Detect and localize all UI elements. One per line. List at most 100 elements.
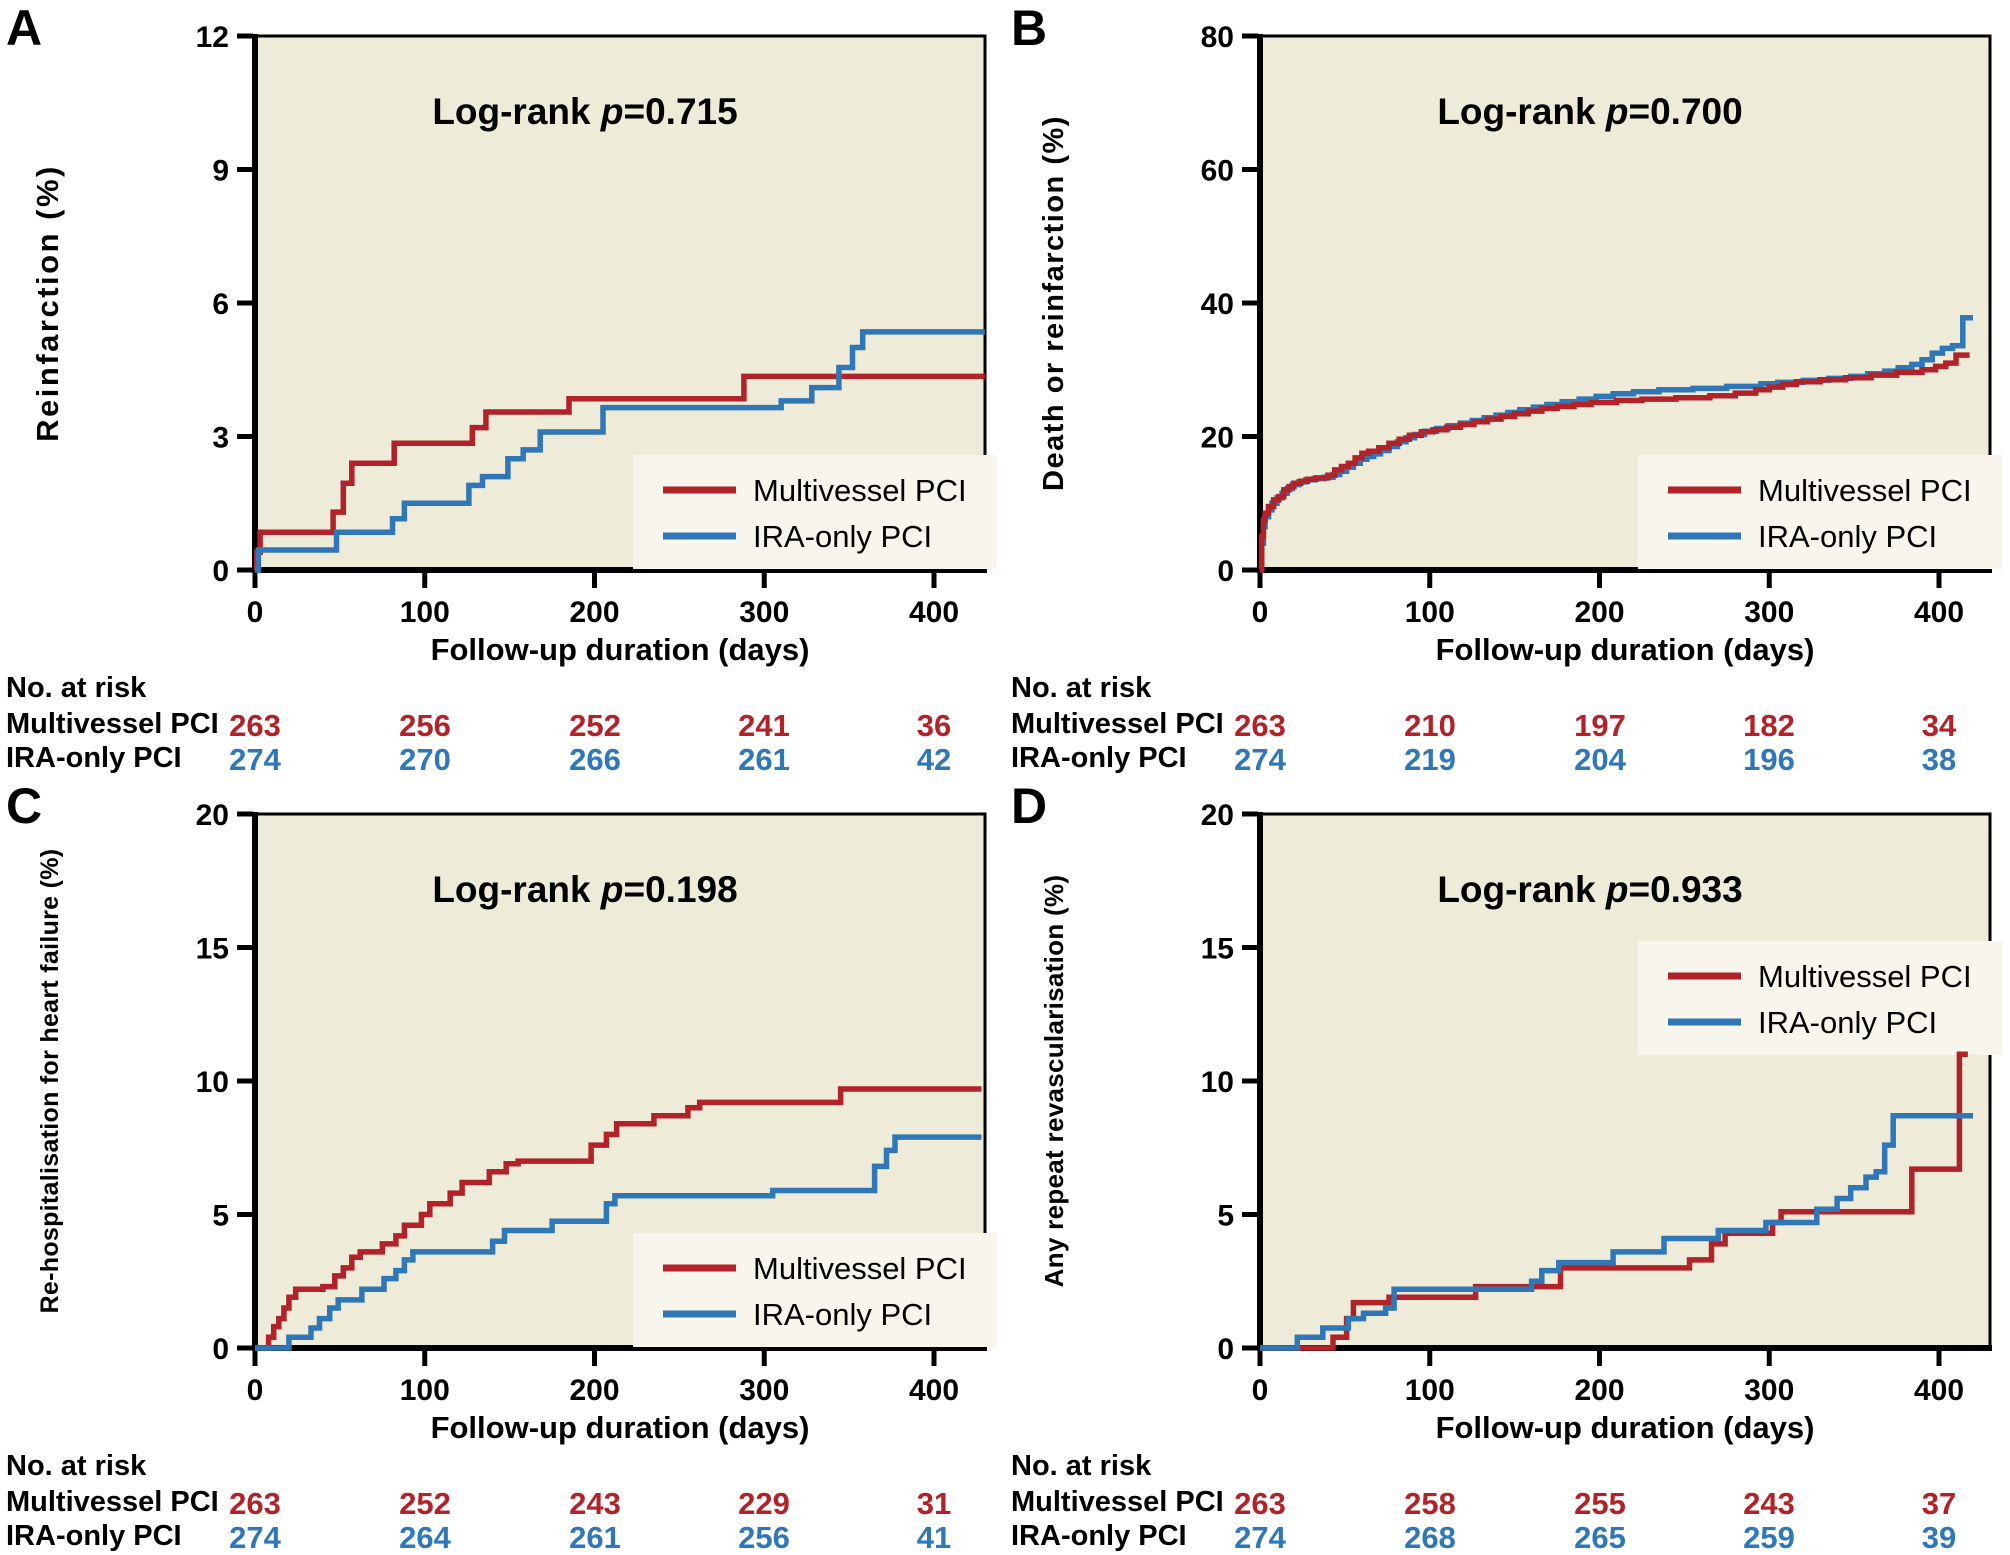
x-tick-label: 300 — [739, 1374, 789, 1407]
panel-c: C 0 5 10 15 20 0 100 200 300 400 Follow-up duratio… — [0, 778, 1005, 1555]
y-tick-label: 6 — [212, 288, 229, 321]
y-axis-label: Death or reinfarction (%) — [1038, 115, 1070, 491]
x-tick-label: 200 — [1574, 1374, 1624, 1407]
at-risk-row-label: IRA-only PCI — [6, 1520, 182, 1552]
at-risk-row-label: Multivessel PCI — [1011, 708, 1224, 740]
y-tick-label: 10 — [196, 1066, 229, 1099]
at-risk-value: 243 — [1743, 1486, 1795, 1521]
y-tick-label: 80 — [1201, 21, 1234, 54]
y-tick-label: 40 — [1201, 288, 1234, 321]
at-risk-value: 264 — [399, 1520, 451, 1555]
x-axis-label: Follow-up duration (days) — [1436, 1410, 1815, 1445]
at-risk-value: 219 — [1404, 742, 1456, 777]
panel-letter-b: B — [1011, 0, 1048, 56]
x-axis-label: Follow-up duration (days) — [431, 632, 810, 667]
at-risk-title: No. at risk — [1011, 672, 1152, 704]
at-risk-row-label: IRA-only PCI — [1011, 1520, 1187, 1552]
y-tick-label: 5 — [212, 1200, 229, 1233]
at-risk-row: Multivessel PCI 263 252 243 229 31 — [0, 1486, 1005, 1521]
at-risk-value: 252 — [399, 1486, 451, 1521]
at-risk-value: 258 — [1404, 1486, 1456, 1521]
at-risk-row: Multivessel PCI 263 256 252 241 36 — [0, 708, 1005, 743]
legend-box — [633, 1233, 997, 1347]
legend-label: IRA-only PCI — [1758, 1005, 1937, 1040]
legend-box — [1638, 941, 2002, 1055]
log-rank-p-value: Log-rank p=0.700 — [1437, 91, 1742, 132]
at-risk-row: IRA-only PCI 274 264 261 256 41 — [0, 1520, 1005, 1555]
panel-b: B 0 20 40 60 80 0 100 200 300 400 Follow-up durati… — [1005, 0, 2010, 777]
at-risk-value: 274 — [229, 742, 281, 777]
x-tick-label: 100 — [400, 596, 450, 629]
at-risk-value: 256 — [399, 708, 451, 743]
x-tick-label: 400 — [909, 596, 959, 629]
at-risk-row: Multivessel PCI 263 210 197 182 34 — [1005, 708, 2010, 743]
at-risk-value: 265 — [1574, 1520, 1626, 1555]
at-risk-row: IRA-only PCI 274 219 204 196 38 — [1005, 742, 2010, 777]
at-risk-value: 263 — [229, 1486, 281, 1521]
panel-d: D 0 5 10 15 20 0 100 200 300 400 Follow-up duratio… — [1005, 778, 2010, 1555]
at-risk-value: 36 — [916, 708, 952, 743]
at-risk-row-label: IRA-only PCI — [6, 742, 182, 774]
at-risk-value: 256 — [738, 1520, 790, 1555]
panel-letter-c: C — [6, 778, 43, 834]
at-risk-value: 274 — [1234, 1520, 1286, 1555]
at-risk-value: 263 — [1234, 1486, 1286, 1521]
at-risk-value: 263 — [1234, 708, 1286, 743]
x-tick-label: 0 — [247, 596, 264, 629]
log-rank-p-value: Log-rank p=0.715 — [432, 91, 737, 132]
x-tick-label: 100 — [1405, 1374, 1455, 1407]
km-curve-ira-only — [1260, 1112, 1973, 1351]
at-risk-row: IRA-only PCI 274 270 266 261 42 — [0, 742, 1005, 777]
at-risk-value: 196 — [1743, 742, 1795, 777]
at-risk-row-label: Multivessel PCI — [6, 1486, 219, 1518]
at-risk-value: 266 — [569, 742, 621, 777]
at-risk-value: 31 — [916, 1486, 952, 1521]
legend-label: Multivessel PCI — [753, 1251, 967, 1286]
panel-letter-d: D — [1011, 778, 1048, 834]
at-risk-value: 197 — [1574, 708, 1626, 743]
y-tick-label: 0 — [212, 1333, 229, 1366]
at-risk-value: 268 — [1404, 1520, 1456, 1555]
x-tick-label: 0 — [1252, 596, 1269, 629]
km-curve-multivessel — [255, 1086, 982, 1351]
at-risk-row-label: Multivessel PCI — [1011, 1486, 1224, 1518]
x-tick-label: 200 — [1574, 596, 1624, 629]
x-tick-label: 0 — [1252, 1374, 1269, 1407]
at-risk-value: 229 — [738, 1486, 790, 1521]
km-curve-multivessel — [1258, 352, 1970, 573]
at-risk-block-d: No. at risk Multivessel PCI 263 258 255 243 3… — [1005, 1448, 2010, 1555]
at-risk-value: 259 — [1743, 1520, 1795, 1555]
at-risk-row-label: Multivessel PCI — [6, 708, 219, 740]
at-risk-value: 41 — [916, 1520, 952, 1555]
at-risk-title: No. at risk — [1011, 1450, 1152, 1482]
y-axis-label: Reinfarction (%) — [30, 164, 65, 442]
y-tick-label: 10 — [1201, 1066, 1234, 1099]
x-axis-label: Follow-up duration (days) — [1436, 632, 1815, 667]
y-tick-label: 15 — [196, 933, 229, 966]
at-risk-value: 39 — [1921, 1520, 1957, 1555]
x-tick-label: 100 — [1405, 596, 1455, 629]
y-tick-label: 60 — [1201, 155, 1234, 188]
km-curve-multivessel — [253, 373, 985, 573]
y-axis-label: Re-hospitalisation for heart failure (%) — [36, 849, 64, 1314]
at-risk-value: 270 — [399, 742, 451, 777]
at-risk-value: 38 — [1921, 742, 1957, 777]
legend-label: Multivessel PCI — [1758, 473, 1972, 508]
x-tick-label: 200 — [569, 596, 619, 629]
x-tick-label: 200 — [569, 1374, 619, 1407]
at-risk-value: 261 — [738, 742, 790, 777]
legend-label: IRA-only PCI — [1758, 519, 1937, 554]
y-tick-label: 3 — [212, 422, 229, 455]
at-risk-value: 243 — [569, 1486, 621, 1521]
at-risk-value: 274 — [229, 1520, 281, 1555]
at-risk-row: IRA-only PCI 274 268 265 259 39 — [1005, 1520, 2010, 1555]
at-risk-value: 182 — [1743, 708, 1795, 743]
log-rank-p-value: Log-rank p=0.933 — [1437, 869, 1742, 910]
at-risk-value: 261 — [569, 1520, 621, 1555]
legend-label: IRA-only PCI — [753, 1297, 932, 1332]
x-axis-label: Follow-up duration (days) — [431, 1410, 810, 1445]
plot-area — [1260, 814, 1990, 1348]
at-risk-value: 241 — [738, 708, 790, 743]
km-curve-ira-only — [255, 1134, 982, 1351]
